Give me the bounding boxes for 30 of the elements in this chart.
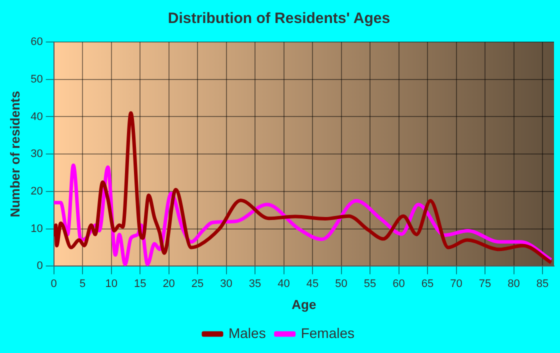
chart-title: Distribution of Residents' Ages xyxy=(168,10,390,28)
y-tick-label: 30 xyxy=(30,148,43,160)
x-tick-label: 55 xyxy=(364,278,376,290)
x-tick-label: 65 xyxy=(421,278,434,290)
x-axis-title: Age xyxy=(292,296,316,312)
y-axis-title: Number of residents xyxy=(7,90,22,218)
legend-label: Males xyxy=(228,324,266,341)
x-tick-label: 10 xyxy=(105,278,118,290)
x-tick-label: 20 xyxy=(162,278,175,290)
y-tick-label: 0 xyxy=(36,260,43,272)
x-tick-label: 45 xyxy=(306,278,319,290)
x-tick-label: 75 xyxy=(478,278,492,290)
x-tick-label: 30 xyxy=(220,278,232,290)
legend-label: Females xyxy=(300,324,355,341)
x-tick-label: 25 xyxy=(191,278,204,290)
x-tick-label: 70 xyxy=(450,278,462,290)
x-tick-label: 85 xyxy=(536,278,549,290)
x-tick-label: 15 xyxy=(134,278,146,290)
x-tick-label: 50 xyxy=(335,278,348,290)
y-tick-label: 40 xyxy=(30,110,43,123)
y-tick-label: 20 xyxy=(30,186,43,198)
y-tick-label: 50 xyxy=(30,73,43,86)
x-tick-label: 0 xyxy=(50,278,57,290)
x-tick-label: 35 xyxy=(248,278,262,290)
x-tick-label: 40 xyxy=(278,278,290,290)
x-tick-label: 60 xyxy=(392,278,405,290)
y-tick-label: 10 xyxy=(30,222,43,235)
x-tick-label: 5 xyxy=(80,278,86,290)
x-tick-label: 80 xyxy=(508,278,520,290)
y-tick-label: 60 xyxy=(30,36,43,48)
